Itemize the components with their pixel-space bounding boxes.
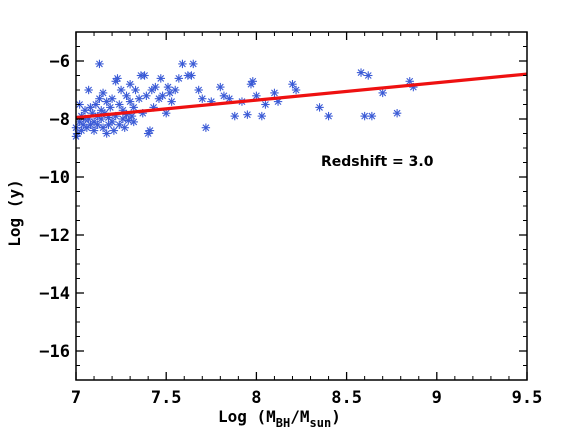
x-axis-label-mid: /M xyxy=(290,407,309,426)
fit-line-layer xyxy=(75,72,528,120)
data-point xyxy=(120,123,129,132)
data-point xyxy=(201,123,211,132)
data-point xyxy=(129,117,138,127)
y-tick-label: −6 xyxy=(50,52,70,72)
data-point xyxy=(125,97,135,106)
axis-ticks xyxy=(75,31,528,381)
data-point xyxy=(270,88,279,98)
data-point xyxy=(171,85,180,95)
data-point xyxy=(291,85,301,95)
data-point xyxy=(140,71,149,80)
data-point xyxy=(163,82,173,92)
data-point xyxy=(106,103,115,112)
data-point xyxy=(122,91,131,100)
x-tick-label: 9.5 xyxy=(512,388,543,408)
data-point xyxy=(158,91,167,100)
data-point xyxy=(124,116,133,125)
data-point xyxy=(116,85,126,95)
data-point xyxy=(91,100,101,109)
data-point xyxy=(219,91,229,100)
data-point xyxy=(142,91,151,100)
redshift-annotation: Redshift = 3.0 xyxy=(321,154,434,170)
x-tick-label: 8.5 xyxy=(331,388,362,408)
data-point xyxy=(167,97,176,106)
x-axis-label-sub2: sun xyxy=(310,416,332,430)
data-point xyxy=(315,103,324,112)
data-point xyxy=(378,88,387,98)
data-point xyxy=(189,59,198,69)
plot-frame xyxy=(75,31,528,381)
data-point xyxy=(95,94,104,103)
x-tick-label: 8 xyxy=(251,388,261,408)
data-point xyxy=(198,94,207,103)
data-point xyxy=(187,71,196,80)
data-point xyxy=(98,88,108,98)
data-point xyxy=(107,94,117,103)
data-point xyxy=(248,77,257,86)
data-point xyxy=(257,111,267,121)
x-axis-label: Log (MBH/Msun) xyxy=(218,407,341,430)
data-point xyxy=(324,111,333,121)
data-point xyxy=(118,114,128,124)
data-point xyxy=(360,111,369,121)
data-point xyxy=(102,97,111,106)
fit-line xyxy=(75,72,528,120)
data-point xyxy=(216,82,225,92)
data-point xyxy=(84,85,93,95)
x-tick-label: 9 xyxy=(432,388,442,408)
data-point xyxy=(178,59,187,69)
data-point xyxy=(151,82,160,92)
data-point xyxy=(109,126,119,135)
data-point xyxy=(230,111,239,121)
data-point xyxy=(98,123,108,132)
y-axis-label: Log (y) xyxy=(5,179,24,246)
data-point xyxy=(174,74,184,83)
data-point xyxy=(364,71,373,80)
data-point xyxy=(125,80,135,89)
data-point xyxy=(194,85,203,95)
data-point xyxy=(261,100,270,109)
data-point xyxy=(134,94,144,103)
y-tick-label: −12 xyxy=(39,226,70,246)
data-point xyxy=(156,74,165,83)
data-point xyxy=(97,114,106,124)
data-point xyxy=(113,74,122,83)
data-point xyxy=(131,85,140,95)
data-point xyxy=(243,110,252,119)
y-tick-label: −8 xyxy=(50,110,70,130)
y-tick-label: −10 xyxy=(39,168,70,188)
y-tick-label: −16 xyxy=(39,342,70,362)
data-point xyxy=(392,109,402,118)
data-point xyxy=(89,126,99,135)
data-point xyxy=(107,117,117,127)
x-axis-label-post: ) xyxy=(331,407,341,426)
data-point xyxy=(252,91,261,100)
data-point xyxy=(288,80,297,89)
data-point xyxy=(145,126,155,135)
y-tick-label: −14 xyxy=(39,284,70,304)
x-tick-label: 7.5 xyxy=(151,388,182,408)
data-point xyxy=(95,59,104,69)
x-axis-label-sub1: BH xyxy=(276,416,290,430)
x-axis-label-pre: Log (M xyxy=(218,407,276,426)
data-point xyxy=(102,129,111,138)
data-point xyxy=(356,68,366,77)
data-point xyxy=(129,103,138,112)
tick-labels: 7 7.5 8 8.5 9 9.5 −16 −14 −12 −10 −8 −6 xyxy=(39,52,542,408)
data-point xyxy=(115,100,124,109)
x-tick-label: 7 xyxy=(71,388,81,408)
data-point xyxy=(367,111,377,121)
